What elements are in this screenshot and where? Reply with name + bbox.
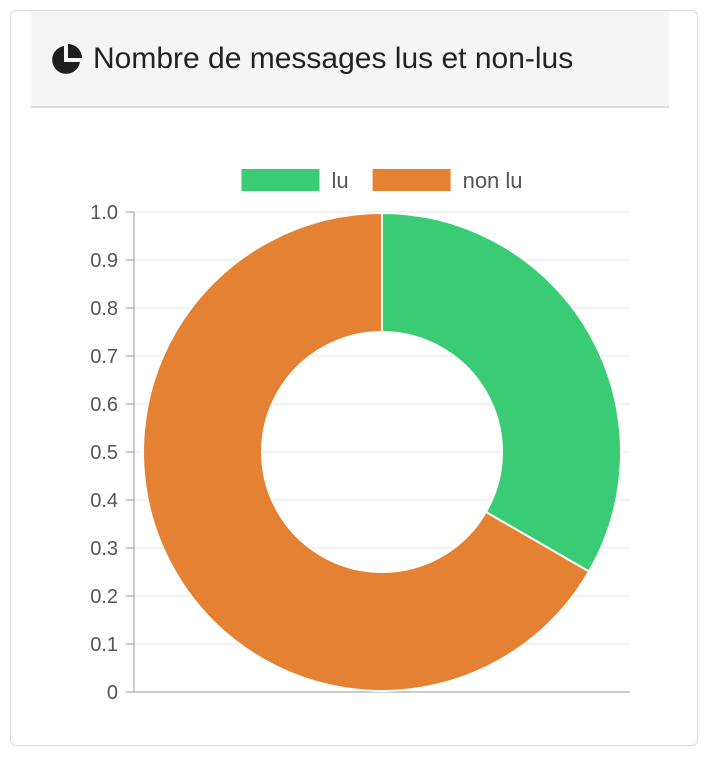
legend: lu non lu xyxy=(241,168,523,193)
y-tick-label: 1.0 xyxy=(90,202,118,224)
pie-chart-icon xyxy=(52,44,82,74)
y-tick-label: 0.9 xyxy=(90,250,118,272)
y-tick-label: 0.6 xyxy=(90,394,118,416)
y-tick-label: 0 xyxy=(107,682,118,704)
legend-swatch-lu[interactable] xyxy=(241,169,320,191)
legend-label-lu[interactable]: lu xyxy=(331,168,348,193)
legend-swatch-non-lu[interactable] xyxy=(372,169,451,191)
slice-layer xyxy=(142,211,622,692)
y-axis-ticks: 1.0 0.9 0.8 0.7 0.6 0.5 0.4 0.3 0.2 0.1 0 xyxy=(90,202,630,704)
y-tick-label: 0.4 xyxy=(90,490,118,512)
y-tick-label: 0.3 xyxy=(90,538,118,560)
slice-non-lu[interactable] xyxy=(142,211,591,692)
y-tick-label: 0.2 xyxy=(90,586,118,608)
card-header xyxy=(31,11,669,108)
legend-label-non-lu[interactable]: non lu xyxy=(463,168,523,193)
slice-lu[interactable] xyxy=(381,211,622,573)
y-tick-label: 0.1 xyxy=(90,634,118,656)
y-tick-label: 0.8 xyxy=(90,298,118,320)
y-tick-label: 0.5 xyxy=(90,442,118,464)
card-title: Nombre de messages lus et non-lus xyxy=(93,42,574,75)
y-tick-label: 0.7 xyxy=(90,346,118,368)
